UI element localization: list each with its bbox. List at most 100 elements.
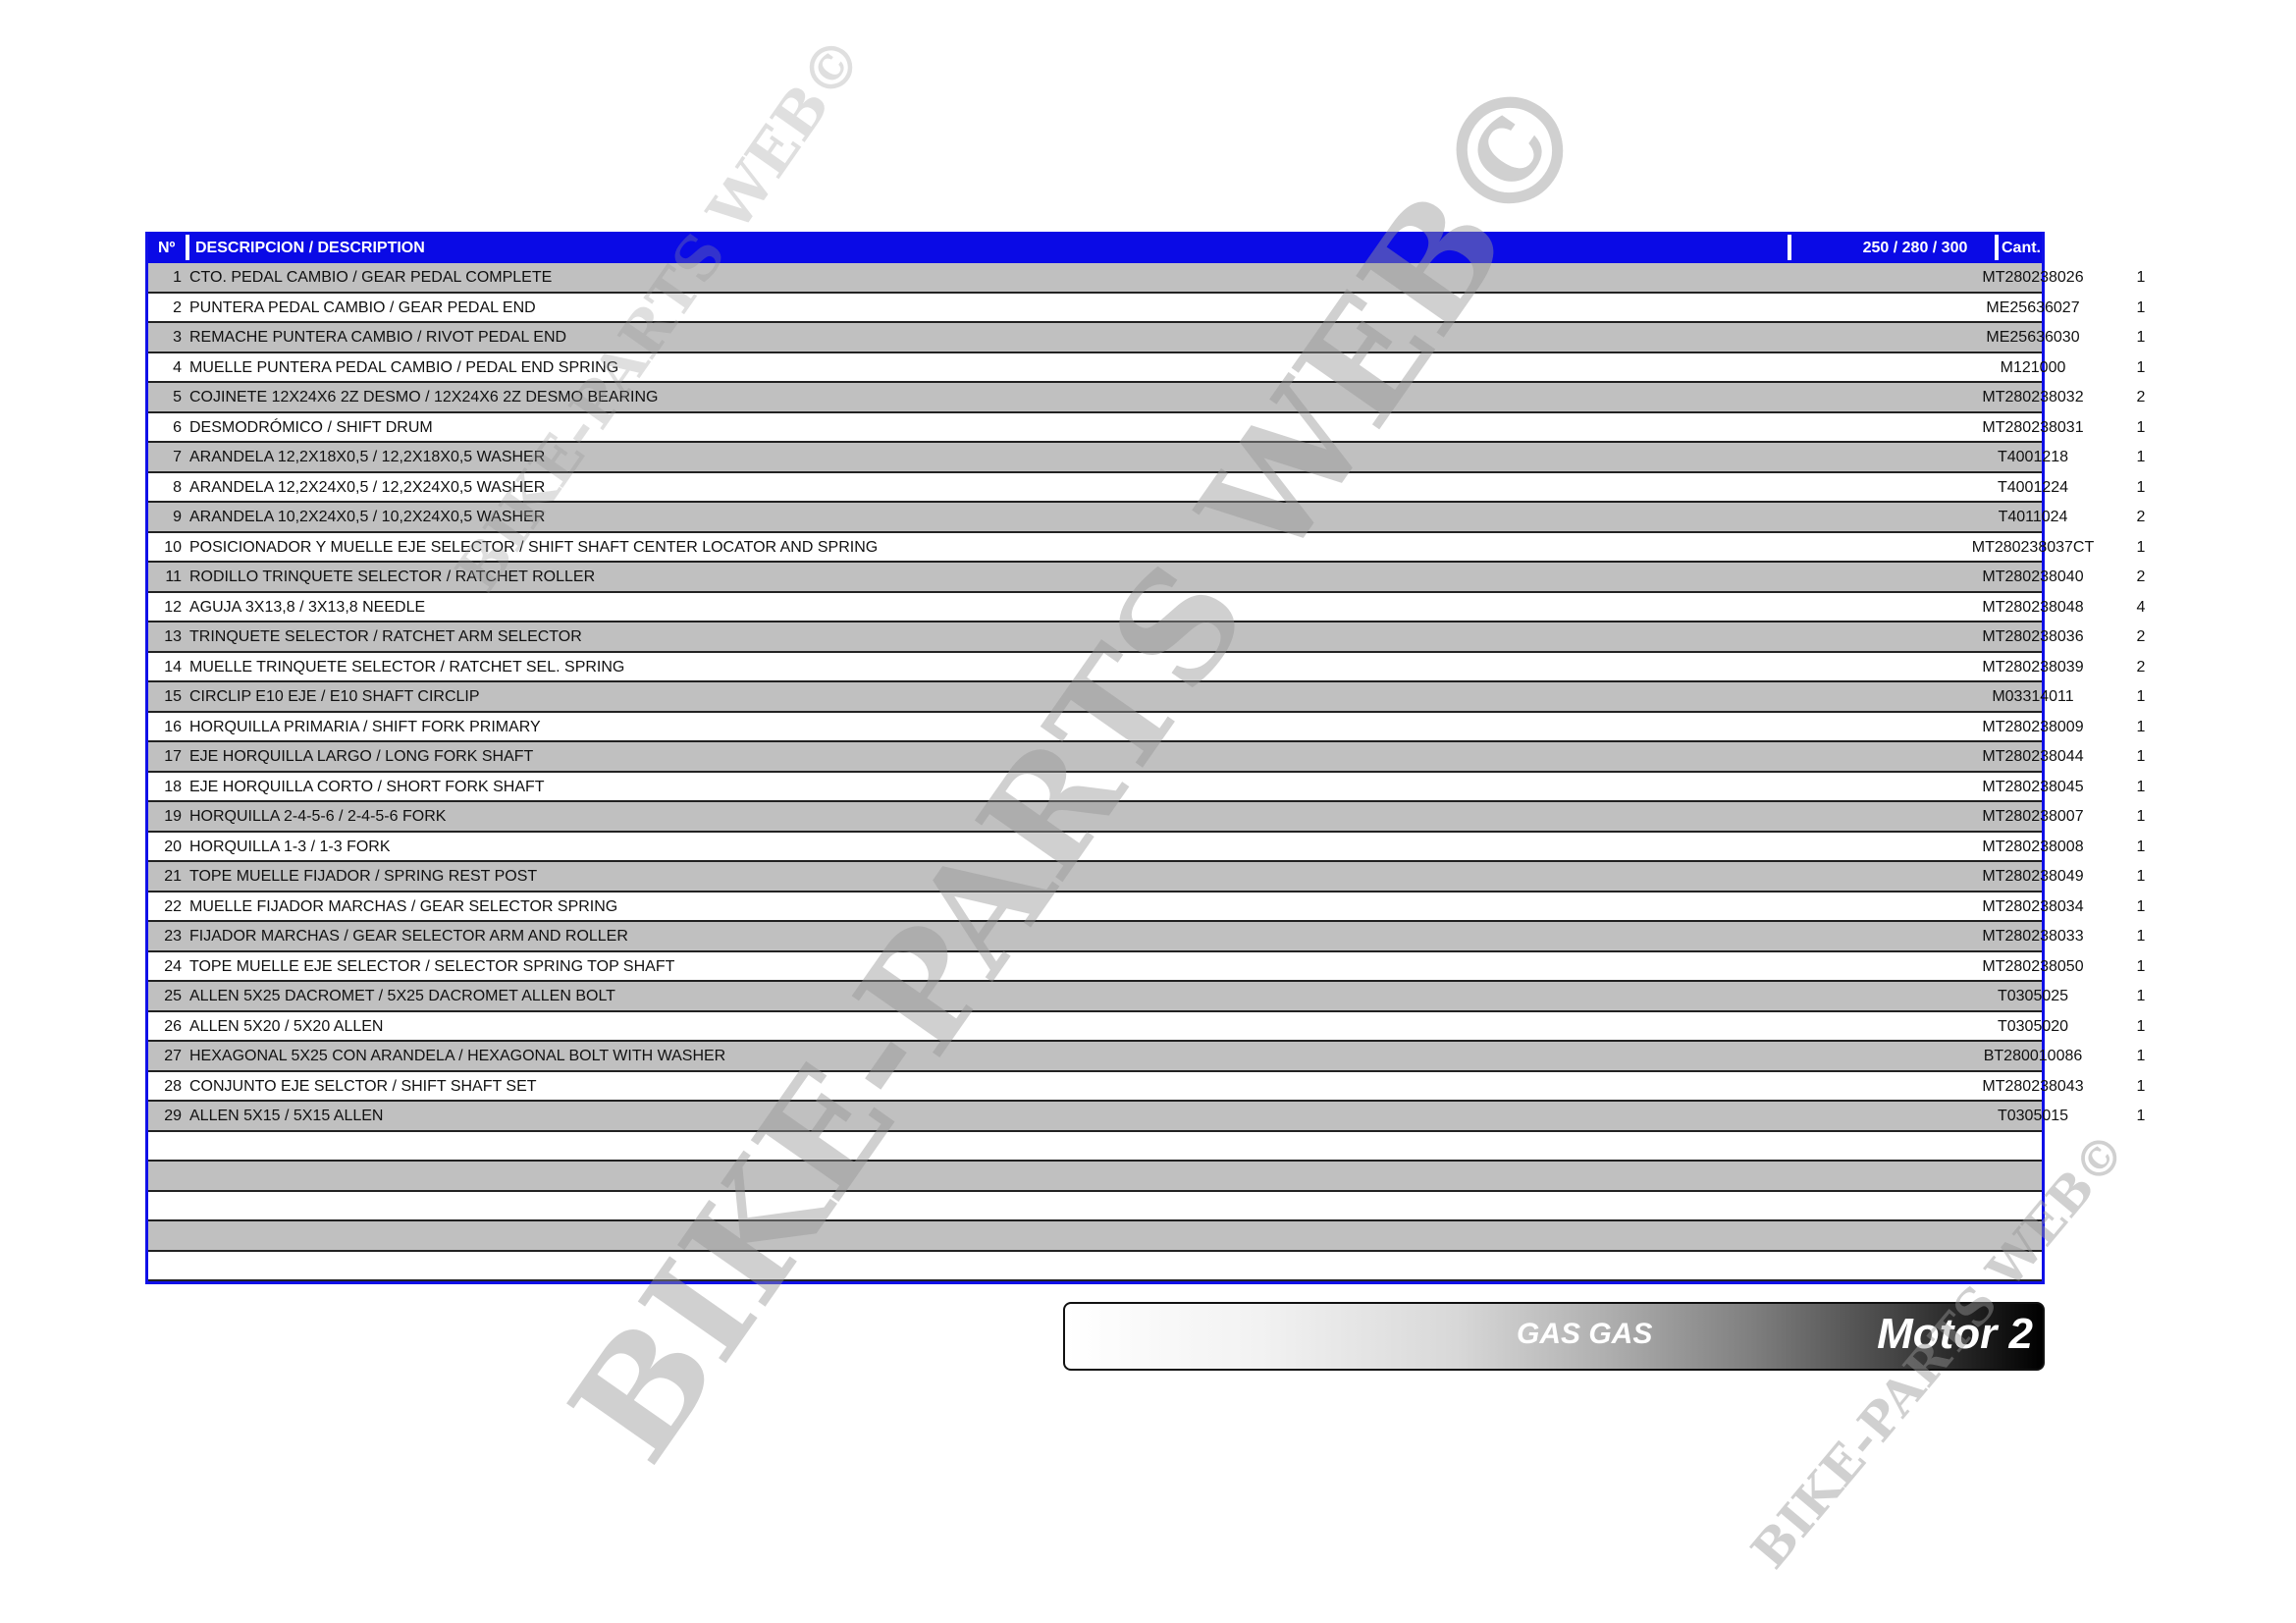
row-quantity: 2	[2136, 658, 2146, 676]
table-row: 20 HORQUILLA 1-3 / 1-3 FORK MT280238008 1	[148, 833, 2145, 862]
row-quantity: 1	[2136, 748, 2146, 765]
table-row: 7 ARANDELA 12,2X18X0,5 / 12,2X18X0,5 WASH…	[148, 443, 2145, 473]
row-part-number: MT280238039	[1982, 658, 2084, 676]
parts-table: Nº DESCRIPCION / DESCRIPTION 250 / 280 /…	[145, 232, 2145, 1284]
header-divider	[1788, 235, 1791, 260]
row-part-number: MT280238034	[1982, 897, 2084, 915]
row-description: DESMODRÓMICO / SHIFT DRUM	[189, 418, 433, 436]
row-number: 8	[173, 478, 182, 496]
row-description: HORQUILLA PRIMARIA / SHIFT FORK PRIMARY	[189, 718, 541, 735]
row-quantity: 1	[2136, 988, 2146, 1004]
row-quantity: 1	[2136, 868, 2146, 885]
row-number: 26	[164, 1017, 182, 1035]
row-description: ARANDELA 10,2X24X0,5 / 10,2X24X0,5 WASHE…	[189, 509, 546, 525]
table-row: 13 TRINQUETE SELECTOR / RATCHET ARM SELEC…	[148, 622, 2145, 653]
row-quantity: 1	[2136, 688, 2146, 705]
table-body: 1 CTO. PEDAL CAMBIO / GEAR PEDAL COMPLETE…	[148, 263, 2145, 1281]
table-row: 4 MUELLE PUNTERA PEDAL CAMBIO / PEDAL END…	[148, 353, 2145, 383]
row-quantity: 1	[2136, 928, 2146, 945]
row-description: REMACHE PUNTERA CAMBIO / RIVOT PEDAL END	[189, 329, 567, 346]
row-part-number: MT280238045	[1982, 778, 2084, 795]
row-description: AGUJA 3X13,8 / 3X13,8 NEEDLE	[189, 598, 426, 616]
table-row	[148, 1252, 2042, 1281]
row-part-number: MT280238008	[1982, 838, 2084, 855]
row-description: CIRCLIP E10 EJE / E10 SHAFT CIRCLIP	[189, 688, 480, 705]
row-quantity: 1	[2136, 478, 2146, 496]
row-number: 23	[164, 928, 182, 945]
table-row: 10 POSICIONADOR Y MUELLE EJE SELECTOR / S…	[148, 533, 2145, 563]
row-description: ALLEN 5X15 / 5X15 ALLEN	[189, 1108, 384, 1124]
row-description: HORQUILLA 1-3 / 1-3 FORK	[189, 838, 391, 855]
row-number: 27	[164, 1048, 182, 1064]
brand-label: GAS GAS	[1517, 1318, 1653, 1350]
table-row: 12 AGUJA 3X13,8 / 3X13,8 NEEDLE MT28023804…	[148, 593, 2145, 622]
row-number: 11	[165, 568, 182, 585]
row-description: COJINETE 12X24X6 2Z DESMO / 12X24X6 2Z D…	[189, 389, 659, 406]
row-description: TOPE MUELLE EJE SELECTOR / SELECTOR SPRI…	[189, 957, 675, 975]
row-description: PUNTERA PEDAL CAMBIO / GEAR PEDAL END	[189, 298, 536, 316]
table-row: 3 REMACHE PUNTERA CAMBIO / RIVOT PEDAL EN…	[148, 323, 2145, 353]
row-part-number: T4001218	[1997, 449, 2069, 465]
row-number: 1	[173, 269, 182, 286]
row-description: ALLEN 5X25 DACROMET / 5X25 DACROMET ALLE…	[189, 988, 615, 1004]
row-number: 28	[164, 1077, 182, 1095]
row-number: 18	[164, 778, 182, 795]
table-row: 29 ALLEN 5X15 / 5X15 ALLEN T0305015 1	[148, 1102, 2145, 1132]
row-part-number: MT280238049	[1982, 868, 2084, 885]
row-part-number: MT280238007	[1982, 808, 2084, 825]
row-number: 24	[164, 957, 182, 975]
row-description: ALLEN 5X20 / 5X20 ALLEN	[189, 1017, 384, 1035]
row-number: 13	[164, 628, 182, 645]
row-part-number: MT280238026	[1982, 269, 2084, 286]
row-number: 4	[173, 358, 182, 376]
table-row	[148, 1132, 2042, 1162]
row-quantity: 1	[2136, 957, 2146, 975]
row-quantity: 1	[2136, 418, 2146, 436]
row-part-number: MT280238032	[1982, 389, 2084, 406]
header-part: 250 / 280 / 300	[1862, 240, 1968, 256]
row-quantity: 1	[2136, 538, 2146, 556]
table-row: 25 ALLEN 5X25 DACROMET / 5X25 DACROMET AL…	[148, 982, 2145, 1012]
row-number: 25	[164, 988, 182, 1004]
row-quantity: 1	[2136, 358, 2146, 376]
table-row: 23 FIJADOR MARCHAS / GEAR SELECTOR ARM AN…	[148, 922, 2145, 952]
row-number: 15	[164, 688, 182, 705]
table-row: 24 TOPE MUELLE EJE SELECTOR / SELECTOR SP…	[148, 952, 2145, 982]
row-part-number: MT280238033	[1982, 928, 2084, 945]
row-part-number: MT280238043	[1982, 1077, 2084, 1095]
table-row: 26 ALLEN 5X20 / 5X20 ALLEN T0305020 1	[148, 1012, 2145, 1042]
row-quantity: 4	[2136, 598, 2146, 616]
row-quantity: 1	[2136, 838, 2146, 855]
row-description: TOPE MUELLE FIJADOR / SPRING REST POST	[189, 868, 538, 885]
table-row	[148, 1192, 2042, 1221]
table-header: Nº DESCRIPCION / DESCRIPTION 250 / 280 /…	[148, 232, 2042, 263]
row-part-number: T0305020	[1997, 1017, 2069, 1035]
row-part-number: T0305025	[1997, 988, 2069, 1004]
table-row: 8 ARANDELA 12,2X24X0,5 / 12,2X24X0,5 WASH…	[148, 473, 2145, 503]
row-description: HORQUILLA 2-4-5-6 / 2-4-5-6 FORK	[189, 808, 447, 825]
row-number: 29	[164, 1108, 182, 1124]
row-description: ARANDELA 12,2X24X0,5 / 12,2X24X0,5 WASHE…	[189, 478, 546, 496]
row-number: 20	[164, 838, 182, 855]
row-description: HEXAGONAL 5X25 CON ARANDELA / HEXAGONAL …	[189, 1048, 726, 1064]
model-banner: GAS GAS Motor 2	[1063, 1302, 2045, 1371]
row-number: 9	[173, 509, 182, 525]
row-quantity: 2	[2136, 568, 2146, 585]
row-description: MUELLE TRINQUETE SELECTOR / RATCHET SEL.…	[189, 658, 625, 676]
header-divider	[1995, 235, 1999, 260]
row-part-number: MT280238009	[1982, 718, 2084, 735]
row-number: 12	[164, 598, 182, 616]
table-row	[148, 1221, 2042, 1252]
row-description: RODILLO TRINQUETE SELECTOR / RATCHET ROL…	[189, 568, 596, 585]
table-row: 2 PUNTERA PEDAL CAMBIO / GEAR PEDAL END ME…	[148, 294, 2145, 323]
row-part-number: T4011024	[1998, 509, 2068, 525]
row-quantity: 2	[2136, 509, 2146, 525]
row-description: POSICIONADOR Y MUELLE EJE SELECTOR / SHI…	[189, 538, 879, 556]
header-divider	[186, 235, 189, 260]
row-part-number: MT280238037CT	[1971, 538, 2095, 556]
row-number: 7	[173, 449, 182, 465]
table-row: 14 MUELLE TRINQUETE SELECTOR / RATCHET SE…	[148, 653, 2145, 682]
row-part-number: ME25636030	[1986, 329, 2080, 346]
row-quantity: 1	[2136, 897, 2146, 915]
row-quantity: 1	[2136, 298, 2146, 316]
